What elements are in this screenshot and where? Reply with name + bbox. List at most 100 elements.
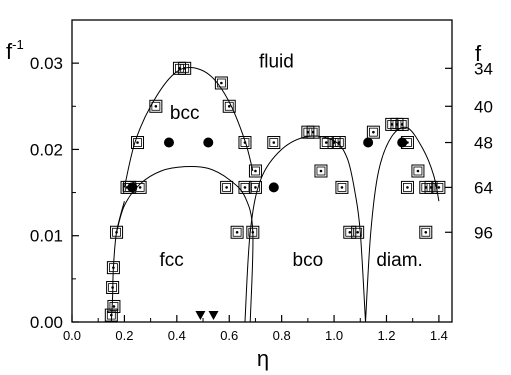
data-point-square: [332, 136, 346, 150]
data-point-square: [149, 99, 163, 113]
data-point-dot: [115, 230, 118, 234]
data-point-circle: [127, 182, 138, 193]
data-point-dot: [111, 286, 114, 289]
data-point-square-inner: [106, 310, 116, 320]
data-point-square-inner: [403, 182, 412, 192]
axis-ticks: [71, 19, 452, 323]
data-point-square: [106, 261, 120, 275]
data-point-square: [110, 225, 124, 239]
data-point-square: [214, 76, 228, 90]
x-tick-label: 0.4: [168, 328, 186, 343]
data-point-dot: [235, 230, 239, 234]
data-point-dot: [338, 141, 341, 144]
data-point-dot: [340, 186, 344, 189]
data-point-square: [432, 180, 446, 194]
data-point-dot: [400, 123, 404, 126]
data-point-dot: [348, 230, 352, 234]
data-point-dot: [429, 186, 433, 189]
data-point-square-inner: [112, 227, 121, 237]
data-point-dot: [112, 266, 115, 269]
data-point-square-inner: [434, 182, 444, 192]
x-tick-label: 0.6: [220, 328, 238, 343]
data-point-square: [319, 136, 333, 150]
data-point-circle: [163, 137, 174, 148]
data-point-square: [395, 117, 409, 131]
data-point-dot: [243, 141, 247, 144]
y-tick-label: 0.03: [30, 54, 63, 73]
region-label: fluid: [259, 51, 294, 72]
data-point-square: [178, 61, 192, 75]
data-point-square-inner: [240, 138, 250, 147]
phase-boundary-diamond: [365, 126, 440, 323]
data-point-square-inner: [251, 182, 260, 192]
data-point-square: [248, 180, 262, 194]
data-point-dot: [416, 169, 420, 173]
data-point-square-inner: [353, 227, 363, 237]
data-point-square-inner: [308, 127, 318, 137]
data-point-circle: [203, 137, 214, 148]
data-point-square-inner: [151, 101, 161, 111]
data-point-square: [351, 225, 365, 239]
data-point-dot: [154, 104, 158, 108]
x-axis-title: η: [257, 346, 269, 371]
data-point-circle: [397, 137, 408, 148]
data-point-square: [220, 180, 234, 194]
data-point-square-inner: [224, 101, 234, 111]
data-point-square-inner: [251, 166, 260, 176]
data-point-dot: [272, 141, 276, 144]
data-point-square: [238, 180, 252, 194]
right-tick-label: 40: [474, 97, 493, 116]
right-axis-title: f: [475, 41, 482, 66]
data-point-dot: [254, 186, 257, 189]
data-point-square: [238, 136, 252, 150]
right-tick-label: 64: [474, 178, 493, 197]
axis-labels: 0.0 0.2 0.4 0.6 0.8 1.0 1.2 1.4 0.00 0.01 0.02 0.03…: [30, 51, 493, 343]
data-point-square: [131, 136, 145, 150]
x-tick-label: 1.4: [430, 328, 448, 343]
data-point-square: [306, 125, 320, 139]
data-point-square: [107, 299, 121, 313]
data-point-dot: [254, 169, 257, 173]
data-point-square-inner: [109, 263, 118, 273]
data-point-square-inner: [334, 138, 344, 147]
data-point-square: [246, 225, 260, 239]
data-point-square: [104, 308, 118, 322]
data-point-square: [267, 136, 281, 150]
data-point-triangle: [195, 311, 206, 320]
data-point-dot: [112, 305, 116, 308]
right-tick-label: 48: [474, 134, 493, 153]
x-tick-label: 0.8: [273, 328, 291, 343]
data-point-dot: [225, 186, 228, 189]
data-point-dot: [251, 230, 255, 234]
region-label: diam.: [376, 250, 422, 271]
data-point-square-inner: [248, 227, 258, 237]
data-point-dot: [220, 81, 223, 85]
data-point-dot: [324, 141, 328, 144]
data-point-square: [335, 180, 349, 194]
x-tick-label: 1.0: [325, 328, 343, 343]
data-point-dot: [136, 141, 139, 144]
data-point-dot: [110, 313, 113, 317]
y-tick-label: 0.00: [30, 313, 63, 332]
data-point-circle: [363, 137, 374, 148]
data-point-dot: [356, 230, 359, 234]
data-point-square-inner: [222, 182, 232, 192]
data-point-dot: [311, 130, 315, 134]
data-point-square-inner: [413, 166, 423, 176]
data-point-square-inner: [232, 227, 242, 237]
data-point-square: [222, 99, 236, 113]
right-tick-label: 96: [474, 223, 493, 242]
data-point-square: [343, 225, 357, 239]
data-point-square-inner: [421, 227, 431, 237]
data-point-triangle: [208, 311, 219, 320]
data-point-circle: [268, 182, 279, 193]
data-point-dot: [243, 186, 247, 189]
data-point-dot: [424, 230, 428, 234]
data-point-square-inner: [316, 166, 326, 176]
region-label: bco: [293, 250, 324, 271]
data-point-square-inner: [269, 138, 279, 147]
region-label: bcc: [170, 103, 200, 124]
plot-frame: [71, 19, 453, 323]
data-point-square-inner: [337, 182, 347, 192]
